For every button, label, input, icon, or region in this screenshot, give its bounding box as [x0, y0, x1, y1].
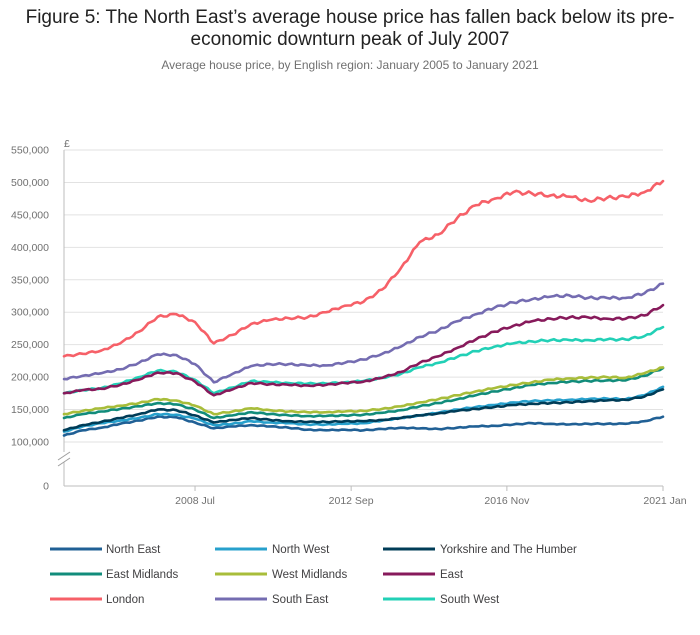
legend-item-london[interactable]: London: [50, 594, 144, 606]
chart-subtitle: Average house price, by English region: …: [161, 58, 539, 72]
y-tick-label: 300,000: [11, 307, 49, 319]
legend-item-south-east[interactable]: South East: [215, 594, 329, 606]
legend-item-east[interactable]: East: [383, 569, 464, 581]
legend-item-east-midlands[interactable]: East Midlands: [50, 569, 178, 581]
legend-label: East Midlands: [106, 569, 178, 581]
x-tick-label: 2016 Nov: [484, 495, 530, 507]
legend-label: Yorkshire and The Humber: [440, 544, 577, 556]
x-tick-label: 2021 Jan: [643, 495, 686, 507]
series-line-north-east[interactable]: [62, 415, 665, 437]
legend-label: London: [106, 594, 144, 606]
y-axis-label: £: [64, 138, 70, 150]
series-line-london[interactable]: [62, 179, 665, 358]
legend-item-north-west[interactable]: North West: [215, 544, 330, 556]
y-tick-label: 350,000: [11, 274, 49, 286]
legend-label: North West: [272, 544, 330, 556]
y-tick-label: 200,000: [11, 372, 49, 384]
y-tick-label: 250,000: [11, 339, 49, 351]
axis-break-mark: [57, 451, 71, 461]
legend-item-west-midlands[interactable]: West Midlands: [215, 569, 347, 581]
y-tick-label: 0: [43, 481, 49, 493]
legend-label: North East: [106, 544, 161, 556]
legend-item-south-west[interactable]: South West: [383, 594, 500, 606]
legend-label: East: [440, 569, 464, 581]
y-tick-label: 450,000: [11, 209, 49, 221]
y-tick-label: 400,000: [11, 242, 49, 254]
series-line-north-west[interactable]: [62, 385, 665, 433]
series-line-south-east[interactable]: [62, 282, 665, 384]
y-tick-label: 100,000: [11, 437, 49, 449]
x-tick-label: 2008 Jul: [175, 495, 215, 507]
chart-title: Figure 5: The North East’s average house…: [25, 7, 675, 50]
axis-break-mark: [57, 457, 71, 467]
y-tick-label: 500,000: [11, 177, 49, 189]
x-tick-label: 2012 Sep: [329, 495, 374, 507]
series-line-yorkshire-and-the-humber[interactable]: [62, 388, 665, 432]
legend-label: South East: [272, 594, 329, 606]
legend-item-north-east[interactable]: North East: [50, 544, 161, 556]
series-line-east[interactable]: [62, 303, 665, 397]
legend-label: South West: [440, 594, 500, 606]
y-tick-label: 550,000: [11, 145, 49, 157]
legend-item-yorkshire-and-the-humber[interactable]: Yorkshire and The Humber: [383, 544, 577, 556]
legend-label: West Midlands: [272, 569, 347, 581]
series-line-west-midlands[interactable]: [62, 366, 665, 416]
y-tick-label: 150,000: [11, 404, 49, 416]
series-line-east-midlands[interactable]: [62, 366, 665, 420]
